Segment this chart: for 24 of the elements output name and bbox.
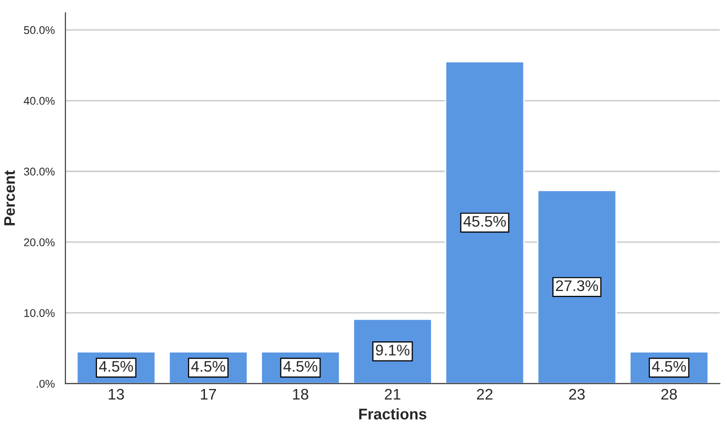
- x-tick-label: 17: [200, 389, 216, 400]
- y-tick-label: 50.0%: [24, 26, 55, 34]
- data-label: 45.5%: [463, 216, 506, 227]
- x-tick-label: 13: [108, 388, 124, 400]
- data-label: 4.5%: [652, 361, 686, 372]
- y-axis-title: Percent: [4, 170, 15, 226]
- y-tick-label: 20.0%: [24, 238, 55, 246]
- x-tick-label: 18: [293, 388, 308, 400]
- bar: [537, 190, 617, 384]
- y-tick-label: .0%: [36, 380, 55, 388]
- x-tick-label: 21: [384, 388, 400, 400]
- y-tick-label: 10.0%: [24, 309, 55, 317]
- data-label: 9.1%: [376, 344, 410, 356]
- y-tick-label: 30.0%: [24, 168, 55, 176]
- data-label: 27.3%: [556, 280, 598, 292]
- y-tick-label: 40.0%: [24, 96, 55, 105]
- data-label: 4.5%: [191, 361, 226, 372]
- x-tick-label: 28: [661, 388, 677, 400]
- x-tick-label: 22: [477, 388, 492, 400]
- data-label: 4.5%: [99, 361, 133, 372]
- data-label: 4.5%: [283, 361, 318, 372]
- bar: [444, 61, 525, 384]
- x-tick-label: 23: [569, 388, 585, 400]
- x-axis-title: Fractions: [359, 408, 426, 420]
